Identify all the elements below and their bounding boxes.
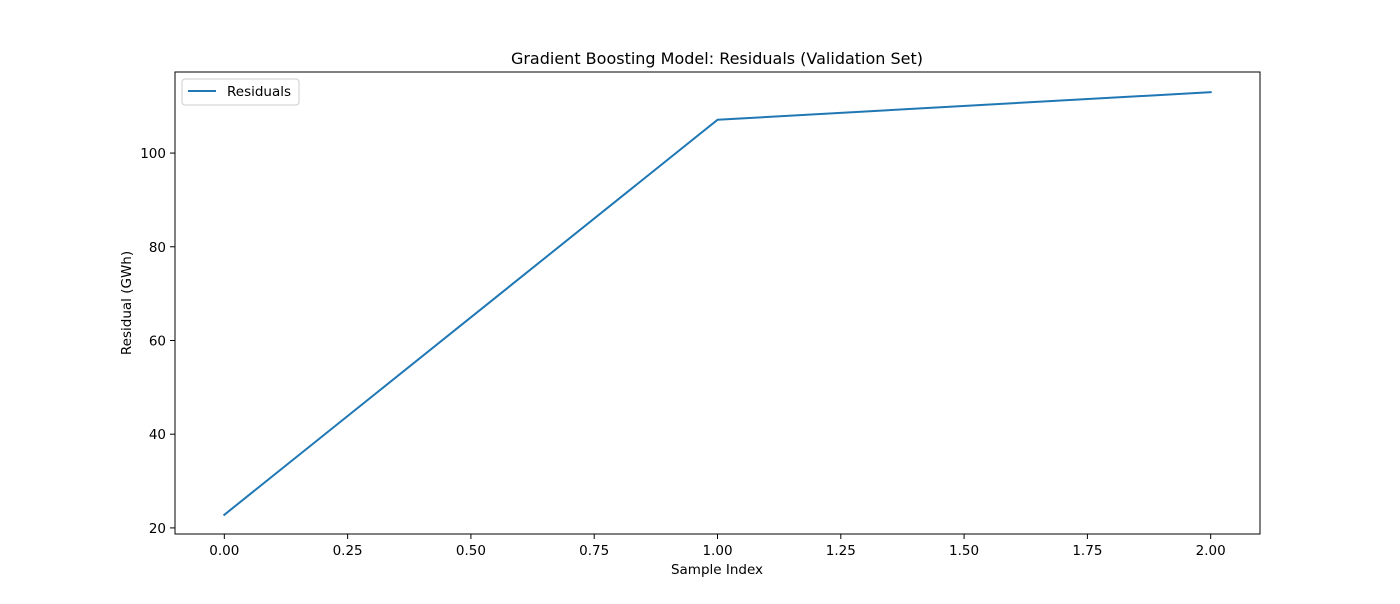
- x-tick-label: 0.50: [456, 543, 486, 559]
- y-tick-label: 60: [149, 333, 166, 349]
- x-tick-label: 1.50: [949, 543, 979, 559]
- y-tick-label: 80: [149, 240, 166, 256]
- y-tick-label: 20: [149, 521, 166, 537]
- x-tick-label: 1.25: [826, 543, 856, 559]
- x-tick-label: 0.75: [579, 543, 609, 559]
- series-line-residuals: [222, 91, 1212, 517]
- legend-box: [181, 78, 300, 106]
- y-axis-ticks: 20 40 60 80 100: [140, 146, 175, 537]
- plot-area-frame: [174, 71, 1261, 535]
- x-tick-label: 0.25: [333, 543, 363, 559]
- x-axis-label: Sample Index: [671, 562, 763, 578]
- chart-title: Gradient Boosting Model: Residuals (Vali…: [511, 49, 923, 68]
- y-tick-label: 40: [149, 427, 166, 443]
- x-axis-ticks: 0.00 0.25 0.50 0.75 1.00 1.25 1.50 1.75 2.00: [209, 534, 1226, 559]
- x-tick-label: 0.00: [209, 543, 239, 559]
- x-tick-label: 1.75: [1072, 543, 1102, 559]
- y-tick-label: 100: [140, 146, 166, 162]
- y-axis-label: Residual (GWh): [119, 251, 135, 355]
- x-tick-label: 1.00: [702, 543, 732, 559]
- x-tick-label: 2.00: [1196, 543, 1226, 559]
- legend-label: Residuals: [227, 84, 291, 100]
- legend: Residuals: [181, 78, 300, 106]
- series-layer: [222, 91, 1212, 517]
